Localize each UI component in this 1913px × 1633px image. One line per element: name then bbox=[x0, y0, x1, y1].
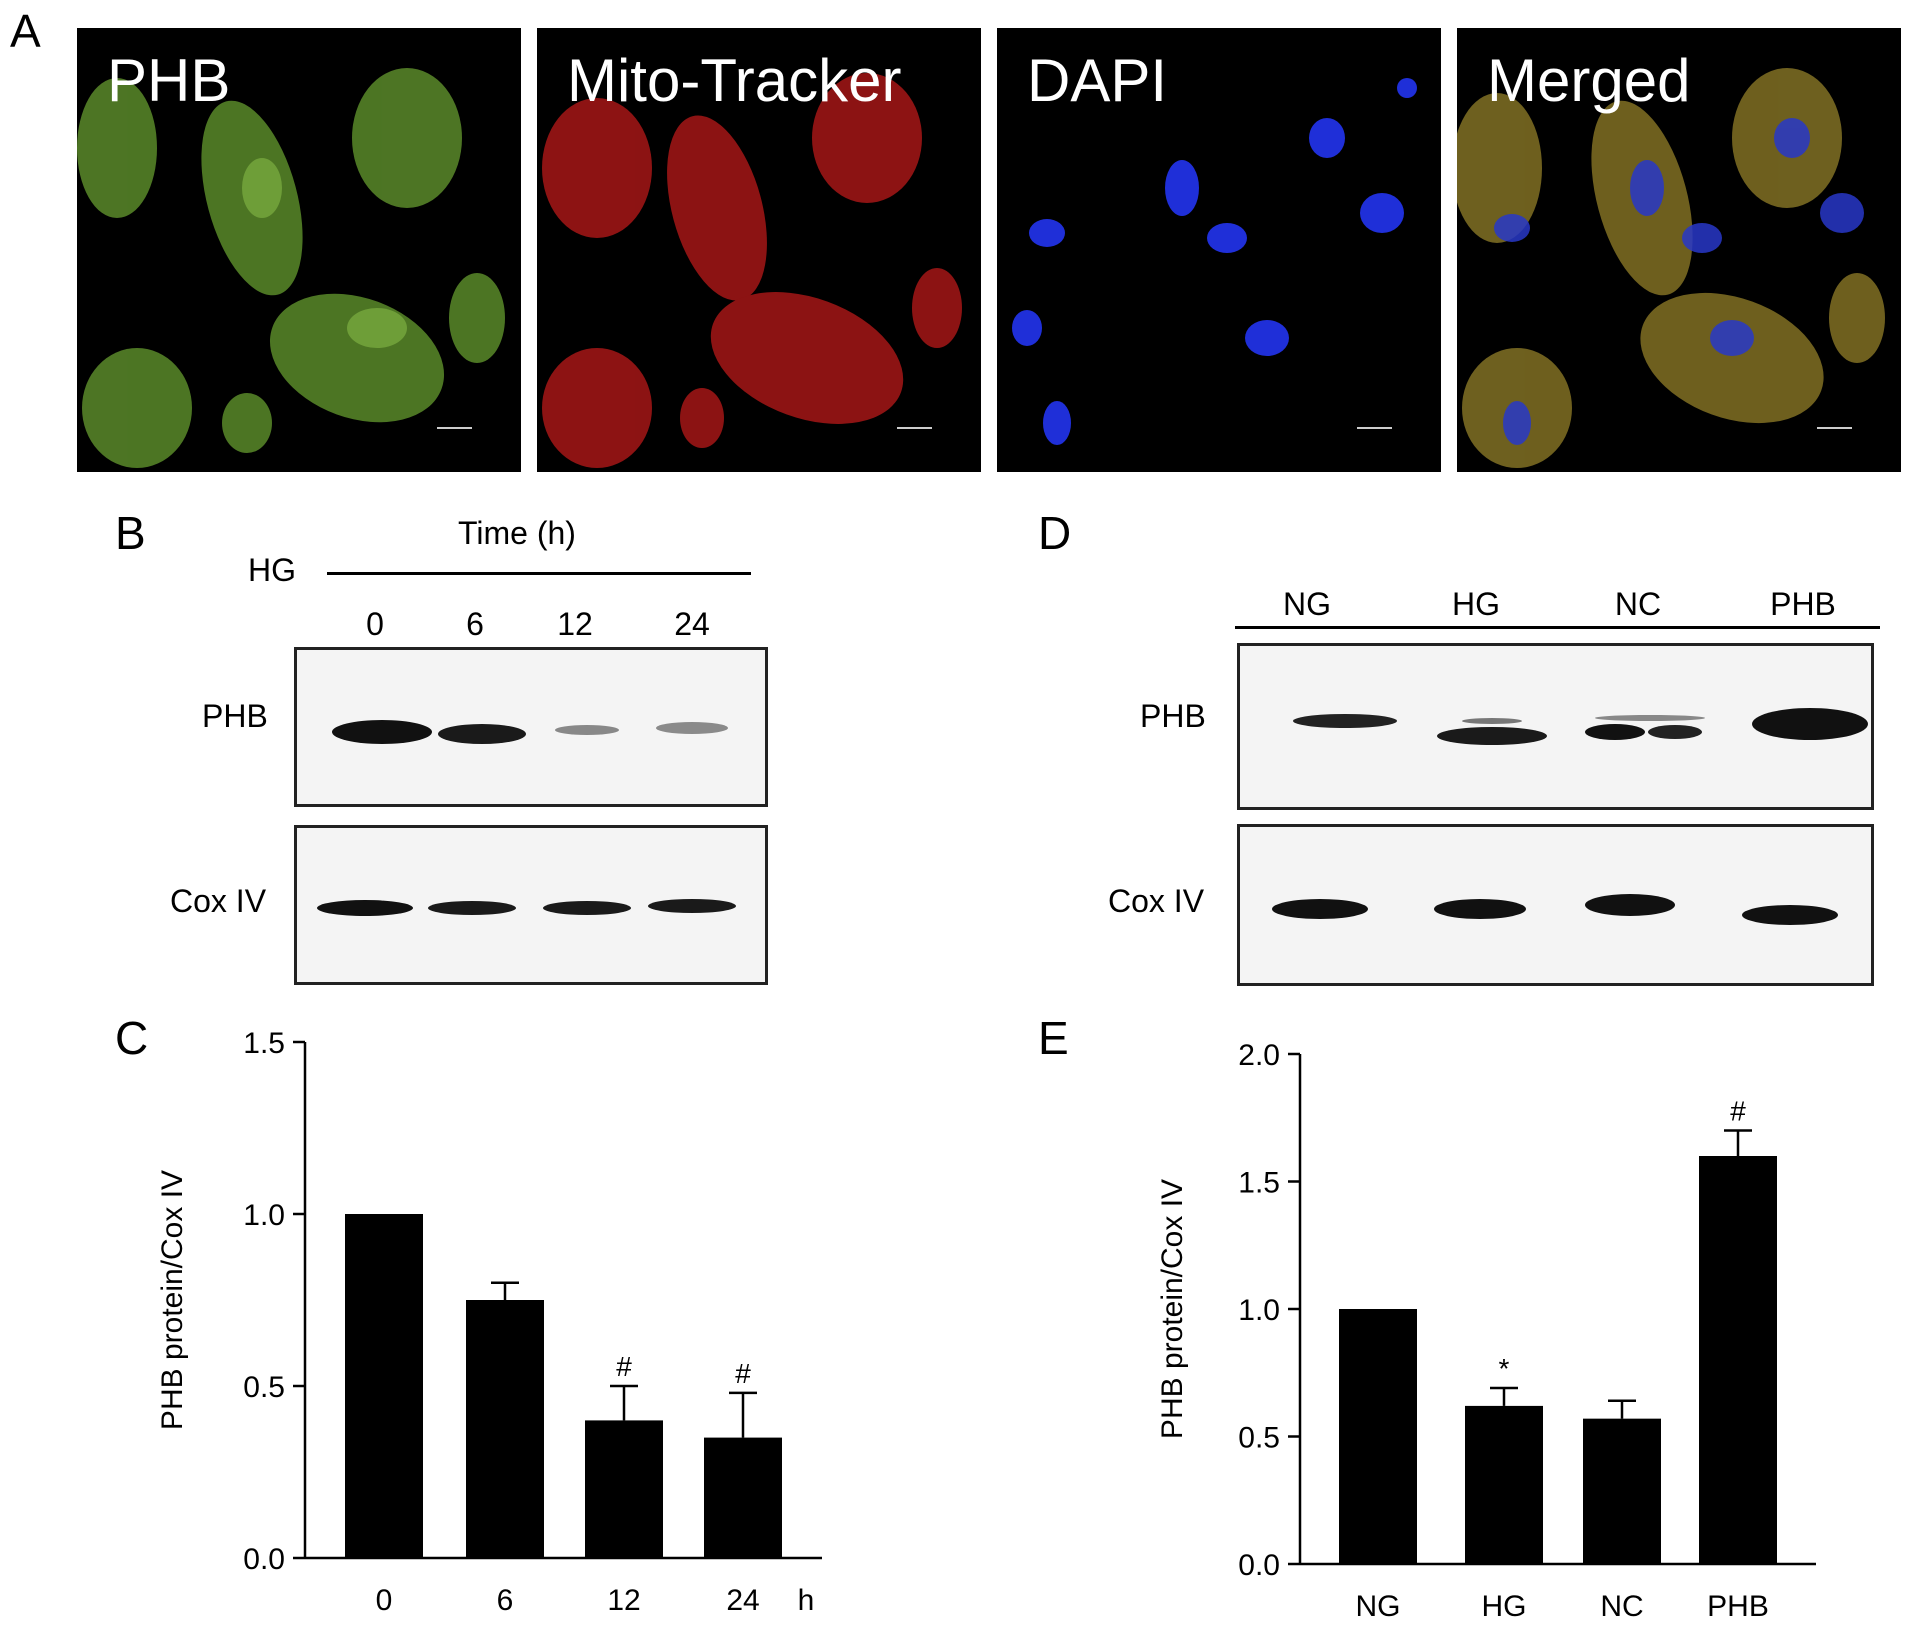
y-tick-label: 1.5 bbox=[1238, 1167, 1280, 1200]
blot-b-header-rule bbox=[327, 572, 751, 575]
blot-d-phb-strip bbox=[1237, 643, 1874, 810]
x-tick-label: PHB bbox=[1707, 1590, 1769, 1623]
bar bbox=[1699, 1156, 1777, 1564]
blot-b-treatment: HG bbox=[248, 552, 296, 588]
bar bbox=[1339, 1309, 1417, 1564]
blot-b-header: Time (h) bbox=[458, 515, 576, 551]
caption-mito-tracker: Mito-Tracker bbox=[567, 47, 902, 114]
bar bbox=[1583, 1418, 1661, 1564]
chart-e: 0.0 0.5 1.0 1.5 2.0 PHB protein/Cox IV NG * HG NC… bbox=[1156, 1039, 1816, 1623]
y-axis-label: PHB protein/Cox IV bbox=[156, 1170, 189, 1430]
micrograph-merged: Merged bbox=[1457, 28, 1901, 472]
y-tick-label: 0.5 bbox=[1238, 1422, 1280, 1455]
blot-d-row-label: PHB bbox=[1140, 698, 1206, 734]
micrograph-phb: PHB bbox=[77, 28, 521, 472]
blot-d-lane-label: PHB bbox=[1770, 586, 1836, 622]
bar bbox=[466, 1300, 544, 1558]
panel-letter-e: E bbox=[1038, 1012, 1069, 1064]
x-tick-label: 0 bbox=[376, 1584, 393, 1617]
dapi-channel-image bbox=[1012, 78, 1417, 445]
bar bbox=[1465, 1405, 1543, 1564]
caption-dapi: DAPI bbox=[1027, 47, 1168, 114]
chart-c: 0.0 0.5 1.0 1.5 PHB protein/Cox IV 0 6 #12 #24 h bbox=[156, 1027, 822, 1617]
y-tick-label: 1.5 bbox=[243, 1027, 285, 1060]
blot-b-lane-label: 12 bbox=[557, 606, 593, 642]
y-tick-label: 1.0 bbox=[243, 1199, 285, 1232]
y-tick-label: 0.0 bbox=[243, 1543, 285, 1576]
blot-b-coxiv-strip bbox=[294, 825, 768, 985]
blot-b-phb-bands bbox=[332, 720, 728, 744]
blot-d-phb-bands bbox=[1293, 708, 1868, 745]
blot-b-row-label: PHB bbox=[202, 698, 268, 734]
blot-d-header-rule bbox=[1235, 626, 1880, 629]
blot-b-coxiv-bands bbox=[317, 899, 736, 916]
blot-b-lane-label: 24 bbox=[674, 606, 710, 642]
blot-d-row-label: Cox IV bbox=[1108, 883, 1205, 919]
micrograph-mito-tracker: Mito-Tracker bbox=[537, 28, 981, 472]
significance-marker: # bbox=[1730, 1096, 1746, 1127]
y-tick-label: 0.0 bbox=[1238, 1549, 1280, 1582]
significance-marker: * bbox=[1499, 1353, 1510, 1384]
blot-d-lane-label: NC bbox=[1614, 586, 1662, 622]
merged-channel-image bbox=[1457, 68, 1885, 468]
micrograph-dapi: DAPI bbox=[997, 28, 1441, 472]
blot-b-lane-label: 0 bbox=[366, 606, 384, 642]
x-tick-label: NG bbox=[1356, 1590, 1401, 1623]
panel-letter-b: B bbox=[115, 507, 146, 559]
y-tick-label: 2.0 bbox=[1238, 1039, 1280, 1072]
panel-letter-d: D bbox=[1038, 507, 1072, 559]
significance-marker: # bbox=[735, 1358, 751, 1389]
x-tick-label: NC bbox=[1600, 1590, 1643, 1623]
bar bbox=[704, 1437, 782, 1558]
x-tick-label: 24 bbox=[726, 1584, 759, 1617]
bar bbox=[345, 1214, 423, 1558]
caption-phb: PHB bbox=[107, 47, 231, 114]
blot-d-coxiv-bands bbox=[1272, 894, 1838, 925]
panel-letter-a: A bbox=[10, 5, 41, 57]
blot-b-lane-label: 6 bbox=[466, 606, 484, 642]
y-tick-label: 0.5 bbox=[243, 1371, 285, 1404]
mito-channel-image bbox=[542, 73, 962, 468]
caption-merged: Merged bbox=[1487, 47, 1691, 114]
blot-d-coxiv-strip bbox=[1237, 824, 1874, 986]
x-tick-label: 6 bbox=[497, 1584, 514, 1617]
blot-b-phb-strip bbox=[294, 647, 768, 807]
y-tick-label: 1.0 bbox=[1238, 1294, 1280, 1327]
panel-letter-c: C bbox=[115, 1012, 149, 1064]
significance-marker: # bbox=[616, 1351, 632, 1382]
x-tick-label: HG bbox=[1482, 1590, 1527, 1623]
x-axis-label: h bbox=[798, 1584, 815, 1617]
y-axis-label: PHB protein/Cox IV bbox=[1156, 1179, 1189, 1439]
phb-channel-image bbox=[77, 68, 505, 468]
blot-d-lane-label: HG bbox=[1452, 586, 1500, 622]
bar bbox=[585, 1420, 663, 1558]
blot-b-row-label: Cox IV bbox=[170, 883, 267, 919]
blot-d-lane-label: NG bbox=[1283, 586, 1331, 622]
x-tick-label: 12 bbox=[607, 1584, 640, 1617]
